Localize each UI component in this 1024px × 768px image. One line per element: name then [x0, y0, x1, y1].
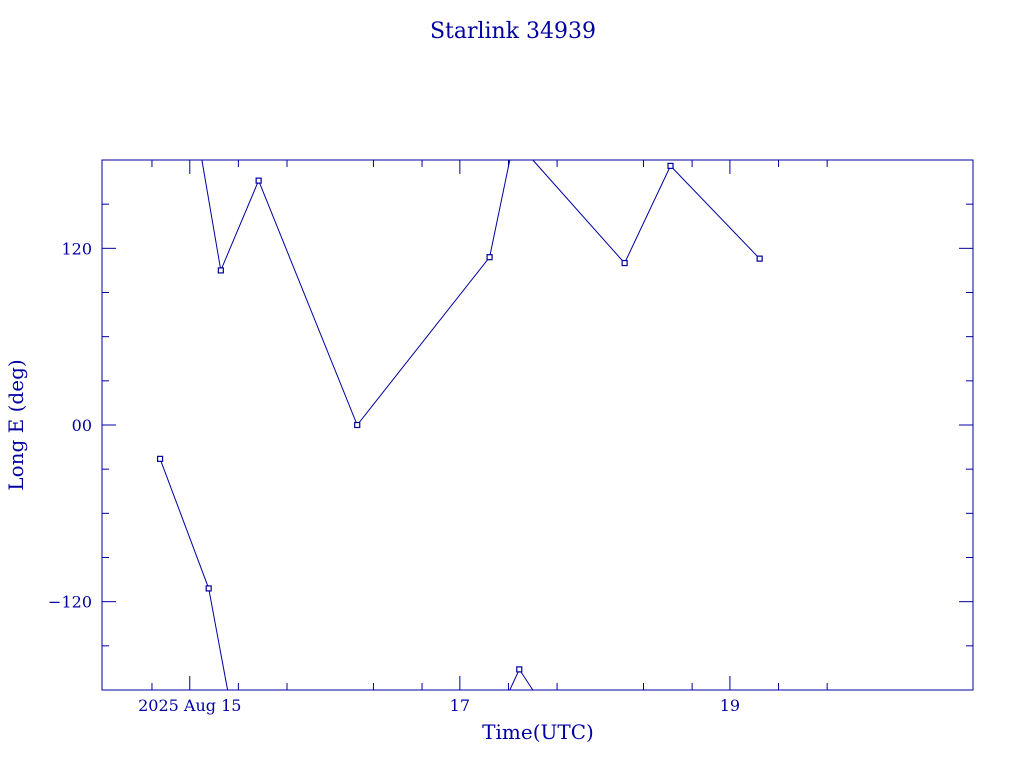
y-axis-label: Long E (deg)	[4, 359, 28, 490]
data-point-4	[217, 267, 224, 274]
series-segment-3	[532, 159, 760, 264]
data-points	[156, 162, 763, 673]
data-point-0	[156, 455, 164, 462]
data-point-5	[255, 177, 262, 184]
y-tick-label-2: −120	[48, 593, 92, 612]
axis-ticks	[102, 160, 973, 690]
data-point-1	[205, 585, 212, 592]
data-point-7	[486, 254, 493, 261]
data-point-13	[621, 259, 628, 267]
data-point-15	[756, 255, 763, 262]
x-tick-labels: 2025 Aug 15 17 19	[138, 696, 740, 715]
y-tick-label-0: 120	[61, 239, 92, 258]
plot-frame	[101, 159, 974, 691]
y-tick-labels: 120 00 −120	[48, 239, 92, 611]
series-segment-2	[509, 668, 534, 691]
chart-title: Starlink 34939	[430, 19, 596, 44]
x-tick-label-2: 19	[720, 696, 740, 715]
x-tick-label-1: 17	[450, 696, 470, 715]
data-point-14	[667, 162, 674, 169]
data-point-10	[516, 666, 523, 673]
data-point-6	[354, 421, 361, 429]
y-tick-label-1: 00	[72, 416, 92, 435]
series-segment-1	[201, 159, 511, 426]
x-axis-label: Time(UTC)	[482, 720, 594, 744]
series-longitude	[159, 159, 760, 691]
series-segment-0	[159, 458, 229, 691]
x-tick-label-0: 2025 Aug 15	[138, 696, 241, 715]
